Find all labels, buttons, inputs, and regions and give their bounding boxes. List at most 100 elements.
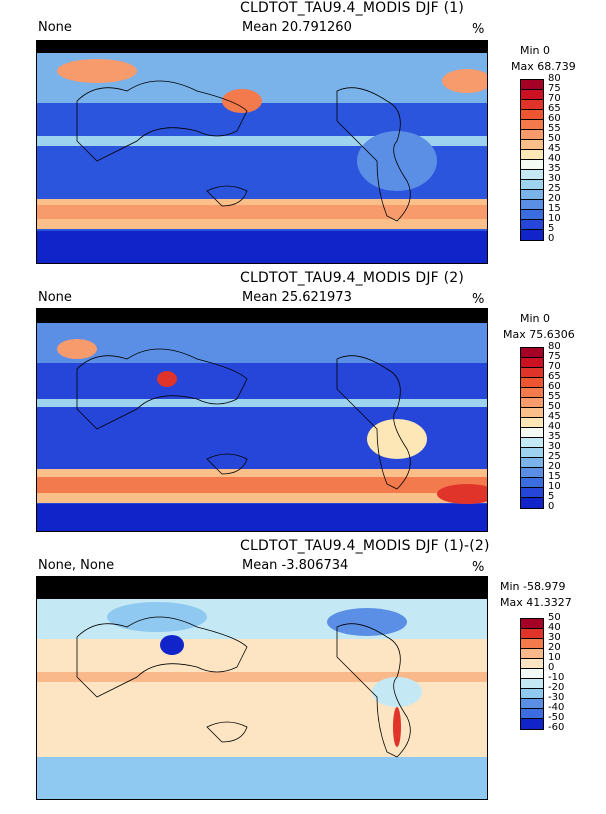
colorbar-swatch	[521, 230, 543, 240]
colorbar-tick-label: 0	[548, 501, 555, 512]
colorbar-tick-label: 80	[548, 341, 561, 352]
colorbar-swatch	[521, 689, 543, 699]
colorbar-swatch	[521, 448, 543, 458]
colorbar-swatch	[521, 210, 543, 220]
colorbar-swatch	[521, 378, 543, 388]
colorbar-swatch	[521, 368, 543, 378]
colorbar-diff	[520, 618, 544, 730]
max-label: Max 75.6306	[503, 328, 575, 341]
colorbar-tick-label: 70	[548, 93, 561, 104]
panel-2: CLDTOT_TAU9.4_MODIS DJF (2) None Mean 25…	[0, 270, 606, 540]
min-label: Min 0	[520, 44, 551, 57]
colorbar-tick-label: 40	[548, 421, 561, 432]
min-label: Min -58.979	[500, 580, 566, 593]
mean-label: Mean -3.806734	[242, 558, 349, 573]
colorbar-swatch	[521, 80, 543, 90]
cloud-fraction-map	[37, 309, 487, 531]
colorbar-tick-label: 30	[548, 632, 561, 643]
colorbar-swatch	[521, 438, 543, 448]
colorbar-swatch	[521, 428, 543, 438]
colorbar-swatch	[521, 629, 543, 639]
colorbar-swatch	[521, 358, 543, 368]
colorbar-tick-label: 30	[548, 173, 561, 184]
colorbar-tick-label: 75	[548, 351, 561, 362]
colorbar-swatch	[521, 130, 543, 140]
min-label: Min 0	[520, 312, 551, 325]
colorbar-swatch	[521, 398, 543, 408]
colorbar-swatch	[521, 418, 543, 428]
colorbar-tick-label: 15	[548, 471, 561, 482]
colorbar-swatch	[521, 669, 543, 679]
colorbar-tick-label: 10	[548, 652, 561, 663]
colorbar-swatch	[521, 468, 543, 478]
colorbar-swatch	[521, 478, 543, 488]
colorbar-tick-label: 55	[548, 391, 561, 402]
map-field-2	[36, 308, 488, 532]
colorbar-tick-label: 5	[548, 223, 555, 234]
colorbar-swatch	[521, 220, 543, 230]
colorbar-tick-label: -10	[548, 672, 565, 683]
left-label: None	[38, 20, 72, 35]
colorbar-tick-label: 60	[548, 381, 561, 392]
colorbar-tick-label: 20	[548, 642, 561, 653]
colorbar-tick-label: 60	[548, 113, 561, 124]
colorbar-swatch	[521, 200, 543, 210]
colorbar-swatch	[521, 180, 543, 190]
colorbar-tick-label: 50	[548, 401, 561, 412]
colorbar-tick-label: -20	[548, 682, 565, 693]
panel-1: CLDTOT_TAU9.4_MODIS DJF (1) None Mean 20…	[0, 0, 606, 270]
colorbar-swatch	[521, 90, 543, 100]
colorbar-tick-label: 5	[548, 491, 555, 502]
colorbar-tick-label: 25	[548, 183, 561, 194]
left-label: None, None	[38, 558, 115, 573]
colorbar-swatch	[521, 709, 543, 719]
colorbar-tick-label: 65	[548, 371, 561, 382]
units-label: %	[472, 292, 485, 307]
colorbar-tick-label: 20	[548, 461, 561, 472]
colorbar-swatch	[521, 160, 543, 170]
mean-label: Mean 25.621973	[242, 290, 352, 305]
colorbar-2	[520, 347, 544, 509]
colorbar-tick-label: 25	[548, 451, 561, 462]
colorbar-tick-label: -60	[548, 722, 565, 733]
colorbar-tick-label: 30	[548, 441, 561, 452]
colorbar-swatch	[521, 190, 543, 200]
panel-title: CLDTOT_TAU9.4_MODIS DJF (1)-(2)	[240, 538, 490, 554]
max-label: Max 68.739	[511, 60, 576, 73]
colorbar-swatch	[521, 498, 543, 508]
colorbar-swatch	[521, 408, 543, 418]
colorbar-tick-label: 0	[548, 233, 555, 244]
colorbar-tick-label: 45	[548, 411, 561, 422]
colorbar-tick-label: 70	[548, 361, 561, 372]
units-label: %	[472, 22, 485, 37]
colorbar-swatch	[521, 639, 543, 649]
colorbar-tick-label: 50	[548, 612, 561, 623]
map-field-diff	[36, 576, 488, 800]
colorbar-tick-label: 55	[548, 123, 561, 134]
colorbar-tick-label: 35	[548, 163, 561, 174]
colorbar-tick-label: 0	[548, 662, 555, 673]
colorbar-swatch	[521, 649, 543, 659]
colorbar-tick-label: -40	[548, 702, 565, 713]
colorbar-swatch	[521, 488, 543, 498]
colorbar-swatch	[521, 619, 543, 629]
colorbar-swatch	[521, 348, 543, 358]
panel-3: CLDTOT_TAU9.4_MODIS DJF (1)-(2) None, No…	[0, 538, 606, 808]
panel-title: CLDTOT_TAU9.4_MODIS DJF (2)	[240, 270, 465, 286]
colorbar-swatch	[521, 458, 543, 468]
colorbar-swatch	[521, 120, 543, 130]
colorbar-tick-label: 10	[548, 481, 561, 492]
colorbar-swatch	[521, 679, 543, 689]
cloud-fraction-diff-map	[37, 577, 487, 799]
left-label: None	[38, 290, 72, 305]
colorbar-tick-label: -30	[548, 692, 565, 703]
mean-label: Mean 20.791260	[242, 20, 352, 35]
colorbar-swatch	[521, 699, 543, 709]
colorbar-swatch	[521, 388, 543, 398]
max-label: Max 41.3327	[500, 596, 572, 609]
colorbar-swatch	[521, 150, 543, 160]
colorbar-swatch	[521, 140, 543, 150]
colorbar-swatch	[521, 170, 543, 180]
colorbar-tick-label: 75	[548, 83, 561, 94]
colorbar-swatch	[521, 719, 543, 729]
